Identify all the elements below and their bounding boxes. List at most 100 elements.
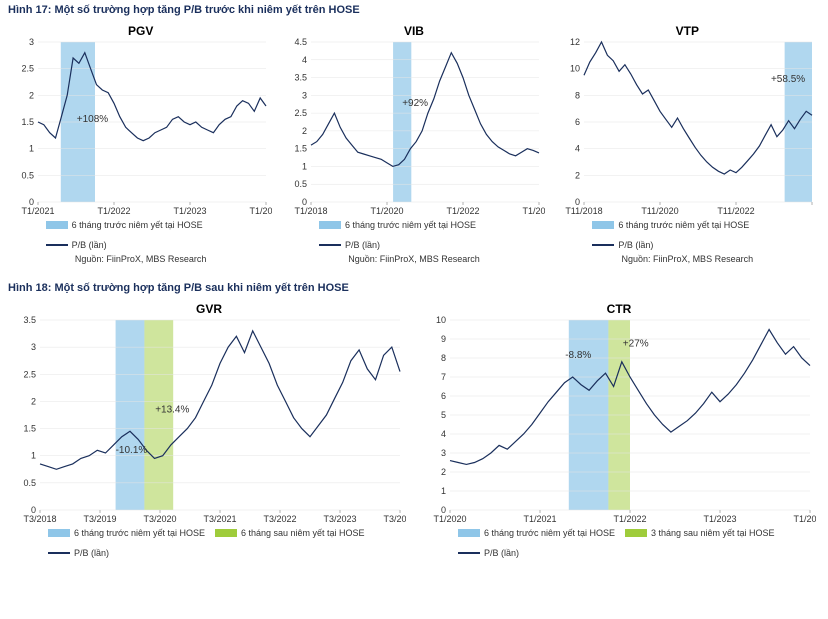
x-axis-vtp: T11/2018 T11/2020 T11/2022 [566, 202, 813, 216]
legend-line-vib: P/B (lần) [319, 240, 545, 250]
svg-text:3.5: 3.5 [294, 73, 307, 83]
svg-text:3: 3 [302, 90, 307, 100]
legend-line-gvr: P/B (lần) [48, 548, 406, 558]
svg-text:T1/2022: T1/2022 [97, 206, 130, 216]
legend-label-line: P/B (lần) [345, 240, 380, 250]
svg-text:T3/2023: T3/2023 [323, 514, 356, 524]
svg-text:T1/2023: T1/2023 [173, 206, 206, 216]
legend-swatch-shade1 [592, 221, 614, 229]
svg-text:0.5: 0.5 [23, 478, 36, 488]
svg-text:10: 10 [436, 316, 446, 325]
x-axis-vib: T1/2018T1/2020T1/2022T1/2024 [294, 202, 545, 216]
y-axis-vtp: 024681012 [570, 38, 812, 207]
svg-text:T1/2024: T1/2024 [249, 206, 272, 216]
annot-vib: +92% [402, 98, 428, 109]
chart-svg-vib: 00.511.522.533.544.5T1/2018T1/2020T1/202… [283, 38, 545, 218]
legend-pgv: 6 tháng trước niêm yết tại HOSE P/B (lần) [10, 218, 272, 252]
source-vib: Nguồn: FiinProX, MBS Research [283, 252, 545, 270]
legend-label-line: P/B (lần) [484, 548, 519, 558]
svg-text:2: 2 [302, 126, 307, 136]
svg-text:3.5: 3.5 [23, 316, 36, 325]
annot1-ctr: -8.8% [565, 350, 591, 361]
svg-text:T1/2021: T1/2021 [523, 514, 556, 524]
line-series-gvr [40, 331, 400, 469]
chart-svg-vtp: 024681012T11/2018T11/2020T11/2022+58.5% [556, 38, 818, 218]
svg-text:T1/2021: T1/2021 [21, 206, 54, 216]
fig17-title: Hình 17: Một số trường hợp tăng P/B trướ… [0, 0, 828, 20]
chart-title-vib: VIB [283, 20, 545, 38]
svg-text:2.5: 2.5 [294, 108, 307, 118]
svg-text:1.5: 1.5 [21, 117, 34, 127]
legend-shade1-gvr: 6 tháng trước niêm yết tại HOSE [48, 528, 205, 538]
svg-text:0.5: 0.5 [21, 170, 34, 180]
fig17-row: PGV 00.511.522.53T1/2021T1/2022T1/2023T1… [0, 20, 828, 270]
legend-shade2-ctr: 3 tháng sau niêm yết tại HOSE [625, 528, 775, 538]
shade-before-gvr [116, 320, 145, 510]
svg-text:T3/2021: T3/2021 [203, 514, 236, 524]
legend-ctr: 6 tháng trước niêm yết tại HOSE 3 tháng s… [422, 526, 816, 560]
svg-text:10: 10 [570, 64, 580, 74]
svg-text:T3/2019: T3/2019 [83, 514, 116, 524]
line-series-vib [311, 53, 539, 167]
svg-text:T11/2018: T11/2018 [566, 206, 603, 216]
svg-text:12: 12 [570, 38, 580, 47]
svg-text:6: 6 [575, 117, 580, 127]
x-axis-ctr: T1/2020T1/2021T1/2022T1/2023T1/2024 [433, 510, 816, 524]
legend-shade2-gvr: 6 tháng sau niêm yết tại HOSE [215, 528, 365, 538]
svg-text:T1/2023: T1/2023 [703, 514, 736, 524]
svg-text:2: 2 [575, 170, 580, 180]
annot2-gvr: +13.4% [155, 404, 189, 415]
legend-label-shade1: 6 tháng trước niêm yết tại HOSE [72, 220, 203, 230]
legend-line-vtp: P/B (lần) [592, 240, 818, 250]
fig18-title: Hình 18: Một số trường hợp tăng P/B sau … [0, 278, 828, 298]
svg-text:T11/2022: T11/2022 [718, 206, 755, 216]
source-pgv: Nguồn: FiinProX, MBS Research [10, 252, 272, 270]
chart-svg-pgv: 00.511.522.53T1/2021T1/2022T1/2023T1/202… [10, 38, 272, 218]
svg-text:4: 4 [575, 144, 580, 154]
chart-title-pgv: PGV [10, 20, 272, 38]
annot-vtp: +58.5% [771, 74, 805, 85]
svg-text:8: 8 [441, 353, 446, 363]
svg-text:T3/2022: T3/2022 [263, 514, 296, 524]
svg-text:2: 2 [31, 396, 36, 406]
legend-label-shade1: 6 tháng trước niêm yết tại HOSE [345, 220, 476, 230]
legend-line-swatch [319, 244, 341, 246]
legend-label-shade1: 6 tháng trước niêm yết tại HOSE [484, 528, 615, 538]
svg-text:6: 6 [441, 391, 446, 401]
chart-ctr: CTR 012345678910T1/2020T1/2021T1/2022T1/… [422, 298, 816, 560]
legend-swatch-shade2 [625, 529, 647, 537]
svg-text:1: 1 [31, 451, 36, 461]
legend-label-shade1: 6 tháng trước niêm yết tại HOSE [74, 528, 205, 538]
y-axis-gvr: 00.511.522.533.5 [23, 316, 400, 515]
legend-swatch-shade1 [46, 221, 68, 229]
svg-text:4: 4 [302, 55, 307, 65]
fig18-row: GVR 00.511.522.533.5T3/2018T3/2019T3/202… [0, 298, 828, 560]
svg-text:T1/2018: T1/2018 [294, 206, 327, 216]
x-axis-gvr: T3/2018 T3/2019 T3/2020 T3/2021 T3/2022 T3/20… [23, 510, 406, 524]
y-axis-pgv: 00.511.522.53 [21, 38, 266, 207]
chart-svg-ctr: 012345678910T1/2020T1/2021T1/2022T1/2023… [422, 316, 816, 526]
legend-shade1-vib: 6 tháng trước niêm yết tại HOSE [319, 220, 476, 230]
svg-text:T1/2024: T1/2024 [522, 206, 545, 216]
svg-text:T3/2018: T3/2018 [23, 514, 56, 524]
svg-text:4.5: 4.5 [294, 38, 307, 47]
svg-text:3: 3 [441, 448, 446, 458]
svg-text:1: 1 [29, 144, 34, 154]
svg-text:3: 3 [29, 38, 34, 47]
svg-text:2.5: 2.5 [21, 64, 34, 74]
annot-pgv: +108% [76, 114, 108, 125]
svg-text:T3/2020: T3/2020 [143, 514, 176, 524]
chart-svg-gvr: 00.511.522.533.5T3/2018T3/2019T3/2020T3/… [12, 316, 406, 526]
legend-shade1-vtp: 6 tháng trước niêm yết tại HOSE [592, 220, 749, 230]
legend-line-pgv: P/B (lần) [46, 240, 272, 250]
legend-swatch-shade1 [458, 529, 480, 537]
svg-text:T1/2022: T1/2022 [613, 514, 646, 524]
legend-label-line: P/B (lần) [72, 240, 107, 250]
svg-text:T11/2020: T11/2020 [642, 206, 679, 216]
chart-title-gvr: GVR [12, 298, 406, 316]
svg-text:1: 1 [302, 161, 307, 171]
chart-gvr: GVR 00.511.522.533.5T3/2018T3/2019T3/202… [12, 298, 406, 560]
source-vtp: Nguồn: FiinProX, MBS Research [556, 252, 818, 270]
legend-line-swatch [592, 244, 614, 246]
legend-line-swatch [46, 244, 68, 246]
